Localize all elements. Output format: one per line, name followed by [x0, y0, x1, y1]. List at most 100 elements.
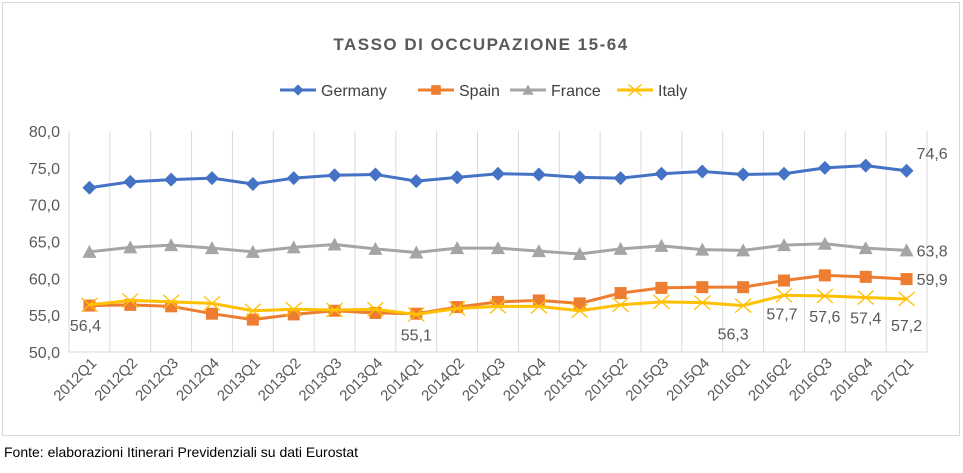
x-stroke: [367, 301, 384, 317]
data-point-x: [693, 295, 711, 311]
chart-frame: [2, 2, 960, 436]
data-label: 56,3: [718, 327, 749, 344]
x-tick-label: 2014Q4: [500, 355, 550, 405]
data-point-x: [81, 297, 98, 313]
x-stroke: [489, 298, 507, 314]
data-point-x: [653, 294, 670, 310]
series-france: 63,8: [82, 236, 948, 261]
data-point-triangle: [327, 237, 342, 251]
legend-item-spain: Spain: [418, 83, 500, 100]
data-point-x: [407, 306, 425, 322]
data-point-square: [532, 294, 545, 307]
x-tick-label: 2013Q3: [296, 355, 346, 405]
data-point-square: [655, 281, 668, 294]
x-tick-label: 2013Q4: [336, 355, 386, 405]
data-point-square: [859, 270, 872, 283]
data-point-square: [818, 269, 831, 282]
x-stroke: [612, 297, 629, 313]
data-point-triangle: [123, 240, 138, 254]
data-point-triangle: [899, 243, 914, 257]
x-stroke: [775, 287, 793, 303]
data-point-diamond: [491, 166, 505, 181]
y-tick-label: 75,0: [29, 161, 60, 178]
data-point-triangle: [164, 238, 179, 252]
data-point-diamond: [409, 174, 424, 189]
x-tick-label: 2015Q3: [622, 355, 672, 405]
x-tick-label: 2015Q1: [541, 355, 591, 405]
x-tick-label: 2015Q4: [663, 355, 713, 405]
x-tick-label: 2016Q2: [745, 355, 795, 405]
data-point-square: [900, 273, 913, 286]
source-note: Fonte: elaborazioni Itinerari Previdenzi…: [4, 444, 359, 460]
data-label: 56,4: [70, 318, 101, 335]
data-point-diamond: [736, 167, 751, 182]
x-stroke: [162, 294, 180, 310]
data-point-triangle: [409, 245, 424, 259]
y-tick-label: 60,0: [29, 271, 60, 288]
legend-label: Spain: [459, 83, 500, 100]
x-tick-label: 2017Q1: [868, 355, 918, 405]
x-stroke: [407, 306, 425, 322]
data-point-x: [628, 83, 642, 97]
legend-label: France: [551, 83, 601, 100]
data-point-x: [448, 301, 466, 317]
data-point-triangle: [613, 241, 628, 255]
x-stroke: [898, 291, 915, 307]
x-stroke: [816, 288, 834, 304]
x-tick-label: 2013Q2: [255, 355, 305, 405]
data-point-triangle: [245, 244, 260, 258]
data-point-triangle: [286, 240, 301, 254]
data-point-triangle: [368, 241, 383, 255]
legend-item-germany: Germany: [280, 83, 387, 100]
data-point-triangle: [695, 242, 710, 256]
data-point-triangle: [205, 241, 219, 255]
data-point-diamond: [123, 174, 138, 189]
data-point-square: [124, 298, 137, 311]
x-stroke: [81, 297, 98, 313]
x-tick-label: 2012Q4: [173, 355, 223, 405]
data-point-triangle: [572, 247, 587, 261]
data-point-x: [489, 298, 507, 314]
x-tick-label: 2015Q2: [582, 355, 632, 405]
data-point-x: [775, 287, 793, 303]
legend-item-italy: Italy: [617, 83, 687, 100]
data-point-diamond: [164, 172, 179, 187]
data-point-diamond: [572, 170, 587, 185]
data-label: 63,8: [917, 243, 948, 260]
data-point-diamond: [531, 167, 546, 182]
data-point-triangle: [777, 238, 791, 252]
x-stroke: [693, 295, 711, 311]
x-stroke: [203, 295, 221, 311]
legend-label: Germany: [321, 83, 387, 100]
data-point-diamond: [327, 168, 342, 183]
y-tick-label: 55,0: [29, 308, 60, 325]
x-tick-label: 2016Q1: [704, 355, 754, 405]
x-tick-label: 2016Q4: [827, 355, 877, 405]
data-label: 74,6: [917, 146, 948, 163]
x-stroke: [121, 292, 139, 308]
data-point-diamond: [286, 171, 301, 186]
data-point-square: [206, 307, 218, 320]
data-point-diamond: [654, 166, 669, 181]
data-point-triangle: [654, 238, 669, 252]
data-point-x: [571, 303, 589, 319]
x-stroke: [571, 303, 589, 319]
data-point-x: [162, 294, 180, 310]
data-point-x: [367, 301, 384, 317]
legend-item-france: France: [510, 83, 601, 100]
series-germany: 74,6: [82, 146, 948, 195]
y-tick-label: 80,0: [29, 124, 60, 141]
x-tick-label: 2012Q3: [132, 355, 182, 405]
x-stroke: [530, 298, 548, 314]
data-point-triangle: [82, 244, 97, 258]
y-tick-label: 70,0: [29, 198, 60, 215]
data-label: 57,2: [891, 318, 922, 335]
data-label: 57,7: [766, 306, 797, 323]
data-point-diamond: [777, 166, 791, 181]
data-point-diamond: [82, 180, 97, 195]
data-point-triangle: [522, 84, 534, 95]
data-point-diamond: [292, 84, 304, 96]
data-point-triangle: [491, 241, 505, 255]
data-point-triangle: [817, 236, 832, 250]
